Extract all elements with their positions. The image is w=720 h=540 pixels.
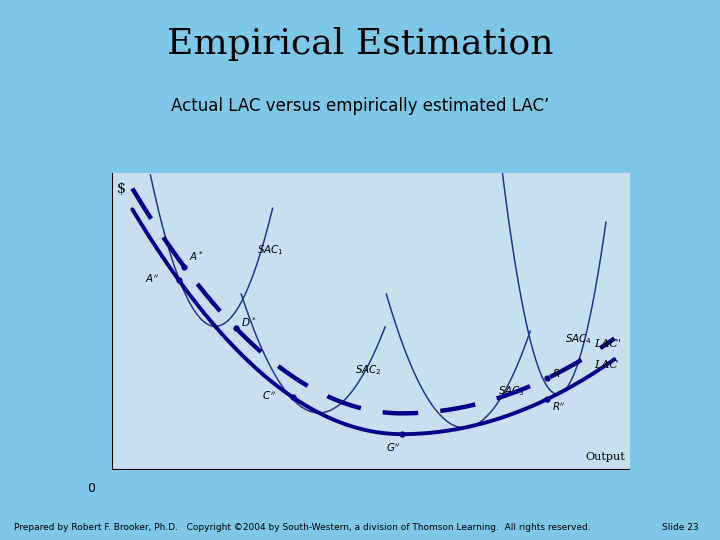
- Text: Output: Output: [585, 453, 625, 462]
- Text: $: $: [117, 181, 126, 195]
- Text: $SAC_2$: $SAC_2$: [355, 363, 382, 377]
- Text: Prepared by Robert F. Brooker, Ph.D.   Copyright ©2004 by South-Western, a divis: Prepared by Robert F. Brooker, Ph.D. Cop…: [14, 523, 591, 532]
- Text: $G''$: $G''$: [387, 442, 401, 454]
- Text: LAC: LAC: [594, 360, 618, 370]
- Text: $C''$: $C''$: [262, 390, 276, 402]
- Text: $R^*$: $R^*$: [552, 367, 567, 381]
- Text: LAC': LAC': [594, 340, 621, 349]
- Text: $SAC_3$: $SAC_3$: [498, 384, 525, 398]
- Text: $A''$: $A''$: [145, 273, 160, 285]
- Text: $SAC_1$: $SAC_1$: [257, 244, 284, 258]
- Text: $SAC_4$: $SAC_4$: [565, 332, 593, 346]
- Text: Slide 23: Slide 23: [662, 523, 698, 532]
- Text: 0: 0: [87, 482, 95, 495]
- Text: $A^*$: $A^*$: [189, 249, 204, 263]
- Text: Empirical Estimation: Empirical Estimation: [167, 27, 553, 61]
- Text: $D^*$: $D^*$: [241, 315, 257, 329]
- Text: Actual LAC versus empirically estimated LAC’: Actual LAC versus empirically estimated …: [171, 97, 549, 115]
- Text: $R''$: $R''$: [552, 401, 566, 413]
